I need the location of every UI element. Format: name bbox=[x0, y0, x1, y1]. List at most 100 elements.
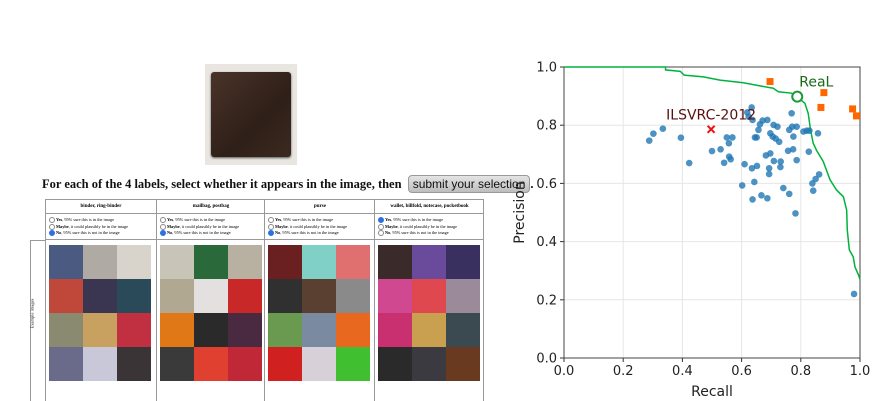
radio-button[interactable] bbox=[268, 230, 274, 237]
option-description: , it could plausibly be in the image bbox=[397, 223, 458, 229]
data-point bbox=[806, 127, 813, 135]
real-square-marker bbox=[817, 103, 825, 111]
data-point bbox=[767, 130, 774, 137]
data-point bbox=[751, 178, 758, 186]
option-no[interactable]: No, 95% sure this is not in the image bbox=[160, 230, 265, 237]
example-image bbox=[412, 245, 446, 279]
label-header: binder, ring-binder bbox=[46, 200, 156, 214]
data-point bbox=[717, 146, 724, 153]
radio-button[interactable] bbox=[49, 230, 55, 237]
example-image bbox=[228, 245, 262, 279]
plot-frame bbox=[563, 66, 861, 359]
data-point bbox=[850, 290, 858, 298]
data-point bbox=[793, 123, 800, 130]
option-maybe[interactable]: Maybe, it could plausibly be in the imag… bbox=[160, 224, 265, 231]
option-description: , 95% sure this is not in the image bbox=[172, 230, 231, 235]
option-description: , it could plausibly be in the image bbox=[287, 223, 348, 229]
data-point bbox=[743, 109, 751, 116]
data-point bbox=[762, 152, 770, 159]
option-label: Yes bbox=[167, 217, 174, 222]
example-image bbox=[412, 313, 446, 347]
data-point bbox=[677, 134, 685, 142]
data-point bbox=[749, 116, 756, 124]
option-description: , 95% sure this is in the image bbox=[62, 217, 115, 222]
data-point bbox=[729, 134, 736, 141]
example-image bbox=[117, 347, 151, 381]
option-description: , 95% sure this is not in the image bbox=[390, 230, 449, 235]
option-label: Yes bbox=[275, 217, 282, 222]
example-image bbox=[446, 347, 480, 381]
radio-button[interactable] bbox=[378, 230, 384, 237]
option-description: , 95% sure this is in the image bbox=[281, 217, 334, 222]
y-tick-label: 0.8 bbox=[536, 119, 557, 134]
example-image bbox=[83, 245, 117, 279]
wallet-photo bbox=[211, 72, 291, 157]
data-point bbox=[725, 153, 733, 160]
submit-selection-button[interactable]: submit your selection bbox=[407, 175, 531, 193]
radio-button[interactable] bbox=[160, 230, 166, 237]
example-images-grid bbox=[49, 245, 152, 381]
data-point bbox=[755, 126, 762, 134]
option-maybe[interactable]: Maybe, it could plausibly be in the imag… bbox=[378, 224, 484, 231]
label-options: Yes, 95% sure this is in the image Maybe,… bbox=[157, 214, 265, 240]
option-no[interactable]: No, 95% sure this is not in the image bbox=[268, 230, 375, 237]
option-maybe[interactable]: Maybe, it could plausibly be in the imag… bbox=[268, 224, 375, 231]
data-point bbox=[777, 163, 784, 171]
data-point bbox=[767, 150, 774, 157]
option-yes[interactable]: Yes, 95% sure this is in the image bbox=[49, 217, 156, 224]
option-no[interactable]: No, 95% sure this is not in the image bbox=[378, 230, 484, 237]
example-image bbox=[302, 245, 336, 279]
option-yes[interactable]: Yes, 95% sure this is in the image bbox=[160, 217, 265, 224]
example-image bbox=[83, 313, 117, 347]
option-maybe[interactable]: Maybe, it could plausibly be in the imag… bbox=[49, 224, 156, 231]
ilsvrc-x-marker bbox=[706, 125, 716, 134]
option-label: No bbox=[56, 230, 62, 235]
data-point bbox=[765, 170, 773, 178]
label-column: purse Yes, 95% sure this is in the image M… bbox=[264, 200, 375, 401]
data-point bbox=[770, 157, 778, 165]
radio-button[interactable] bbox=[160, 223, 166, 230]
radio-button[interactable] bbox=[268, 223, 274, 230]
radio-button[interactable] bbox=[160, 217, 166, 224]
example-image bbox=[268, 347, 302, 381]
example-image bbox=[412, 279, 446, 313]
data-point bbox=[758, 192, 765, 199]
label-header: mailbag, postbag bbox=[157, 200, 265, 214]
label-header: wallet, billfold, notecase, pocketbook bbox=[375, 200, 484, 214]
radio-button[interactable] bbox=[378, 223, 384, 230]
y-tick-label: 0.0 bbox=[536, 352, 557, 367]
data-point bbox=[777, 158, 784, 165]
data-point bbox=[764, 194, 771, 202]
data-point bbox=[803, 127, 811, 135]
example-image bbox=[378, 279, 412, 313]
data-point bbox=[785, 190, 793, 198]
example-image bbox=[160, 245, 194, 279]
option-no[interactable]: No, 95% sure this is not in the image bbox=[49, 230, 156, 237]
label-header: purse bbox=[265, 200, 375, 214]
radio-button[interactable] bbox=[268, 217, 274, 224]
real-square-marker bbox=[852, 112, 860, 120]
x-tick-label: 0.6 bbox=[731, 364, 752, 379]
data-point bbox=[725, 139, 733, 147]
x-tick-label: 1.0 bbox=[850, 364, 871, 379]
pr-curve bbox=[564, 66, 861, 280]
example-image bbox=[446, 279, 480, 313]
label-options: Yes, 95% sure this is in the image Maybe,… bbox=[46, 214, 156, 240]
x-tick-label: 0.8 bbox=[790, 364, 811, 379]
radio-button[interactable] bbox=[49, 217, 55, 224]
option-yes[interactable]: Yes, 95% sure this is in the image bbox=[378, 217, 484, 224]
radio-button[interactable] bbox=[378, 217, 384, 224]
instruction-end: . bbox=[530, 177, 534, 191]
label-options: Yes, 95% sure this is in the image Maybe,… bbox=[265, 214, 375, 240]
data-point bbox=[788, 123, 796, 130]
data-point bbox=[809, 187, 817, 194]
instruction-text: For each of the 4 labels, select whether… bbox=[42, 177, 402, 191]
example-images-label-column: Example images bbox=[29, 240, 46, 401]
option-label: No bbox=[385, 230, 391, 235]
option-yes[interactable]: Yes, 95% sure this is in the image bbox=[268, 217, 375, 224]
example-image bbox=[268, 245, 302, 279]
real-label: ReaL bbox=[799, 75, 833, 91]
label-options: Yes, 95% sure this is in the image Maybe,… bbox=[375, 214, 484, 240]
radio-button[interactable] bbox=[49, 223, 55, 230]
